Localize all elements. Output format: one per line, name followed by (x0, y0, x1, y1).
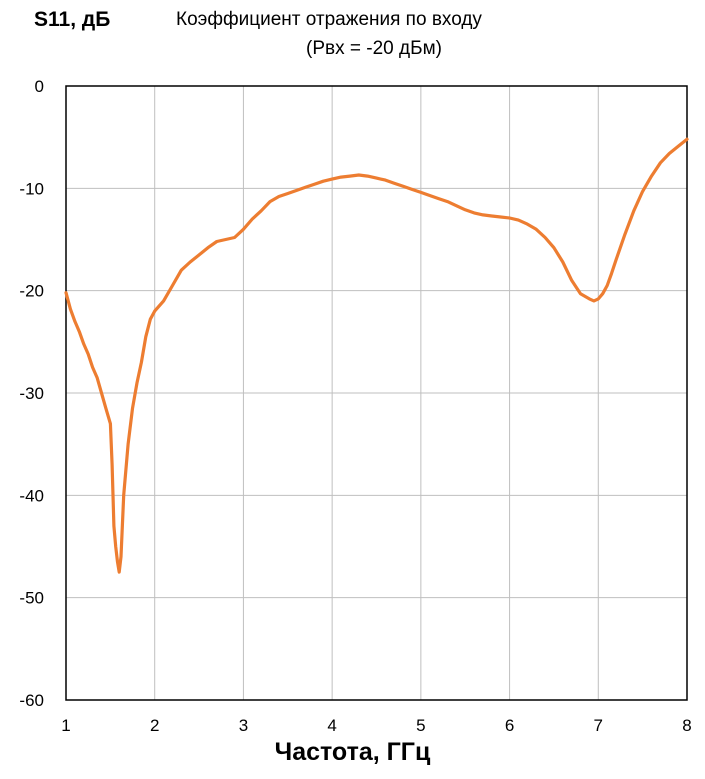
y-tick-label: -30 (19, 384, 44, 403)
y-tick-label: 0 (35, 77, 44, 96)
x-tick-label: 3 (239, 716, 248, 735)
x-tick-label: 4 (327, 716, 336, 735)
x-tick-label: 5 (416, 716, 425, 735)
plot-frame (65, 85, 688, 701)
x-axis-label: Частота, ГГц (274, 738, 431, 766)
series-line (64, 137, 689, 574)
x-tick-label: 1 (61, 716, 70, 735)
y-tick-label: -40 (19, 486, 44, 505)
x-tick-label: 8 (682, 716, 691, 735)
x-tick-labels: 1 2 3 4 5 6 7 8 (61, 716, 691, 735)
y-tick-label: -50 (19, 589, 44, 608)
chart-title: Коэффициент отражения по входу (176, 9, 482, 30)
y-tick-label: -60 (19, 691, 44, 710)
x-tick-label: 6 (505, 716, 514, 735)
y-tick-labels: 0 -10 -20 -30 -40 -50 -60 (19, 77, 44, 710)
chart-subtitle: (Pвх = -20 дБм) (306, 38, 442, 59)
y-tick-label: -20 (19, 282, 44, 301)
y-tick-label: -10 (19, 179, 44, 198)
x-tick-label: 2 (150, 716, 159, 735)
y-axis-label: S11, дБ (34, 8, 111, 31)
x-tick-label: 7 (594, 716, 603, 735)
